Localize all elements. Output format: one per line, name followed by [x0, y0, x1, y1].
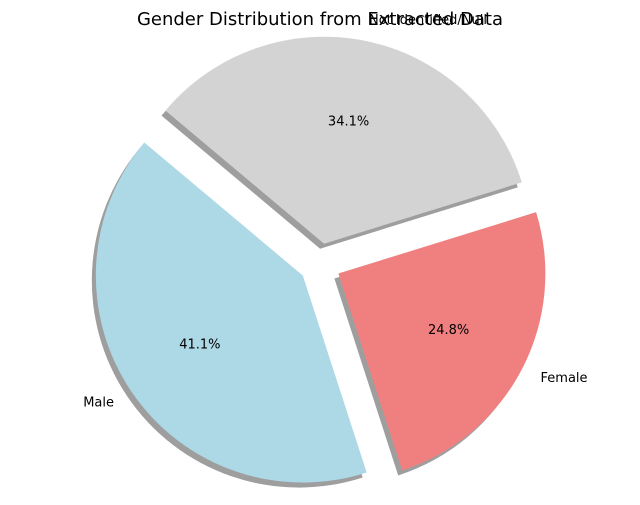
slice-label-not-identified-null: Not Identified/Null: [369, 13, 487, 28]
slice-not-identified-null: [165, 36, 522, 244]
slice-pct-male: 41.1%: [179, 337, 220, 352]
slice-label-female: Female: [541, 371, 588, 386]
pie-labels: Male 41.1% Female 24.8% Not Identified/Null 3…: [83, 13, 587, 410]
slice-pct-not-identified-null: 34.1%: [328, 114, 369, 129]
slice-male: [95, 142, 367, 483]
pie-slices: [95, 36, 546, 483]
slice-pct-female: 24.8%: [428, 323, 469, 338]
slice-female: [338, 212, 546, 471]
slice-label-male: Male: [83, 395, 114, 410]
chart-title: Gender Distribution from Extracted Data: [137, 9, 503, 30]
